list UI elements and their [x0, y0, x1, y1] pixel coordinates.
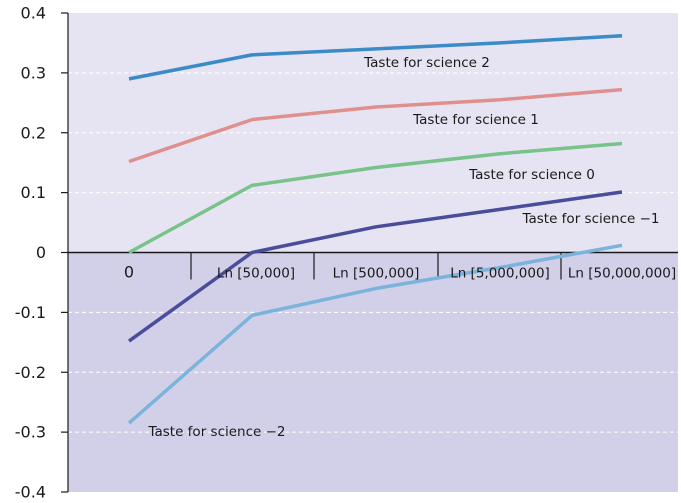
series-line	[128, 141, 623, 255]
labels: 0 Ln [50,000] Ln [500,000] Ln [5,000,000] Ln…	[124, 55, 676, 440]
series-lines	[127, 34, 623, 425]
series-label: Taste for science −1	[521, 211, 659, 227]
x-tick-label: Ln [50,000]	[217, 266, 295, 282]
y-tick-label: -0.1	[15, 303, 46, 322]
y-tick-label: -0.4	[15, 483, 46, 502]
y-tick-label: 0.3	[21, 63, 46, 82]
series-label: Taste for science 1	[412, 112, 539, 128]
y-tick-label: 0.1	[21, 183, 46, 202]
series-line	[127, 243, 623, 425]
series-line	[127, 190, 623, 343]
x-tick-label: Ln [500,000]	[333, 266, 420, 282]
y-tick-label: -0.2	[15, 363, 46, 382]
x-tick-label: Ln [50,000,000]	[568, 266, 676, 282]
series-label: Taste for science −2	[147, 424, 285, 440]
series-label: Taste for science 2	[363, 55, 490, 71]
gridlines	[68, 72, 678, 433]
series-line	[128, 87, 623, 164]
x-tick-label: Ln [5,000,000]	[450, 266, 550, 282]
y-tick-label: 0.2	[21, 123, 46, 142]
series-line	[128, 34, 623, 81]
x-tick-label: 0	[124, 263, 134, 282]
y-tick-label: 0	[36, 243, 46, 262]
y-tick-label: -0.3	[15, 423, 46, 442]
series-label: Taste for science 0	[468, 167, 595, 183]
y-tick-label: 0.4	[21, 4, 46, 23]
axes: 0.4 0.3 0.2 0.1 0 -0.1 -0.2 -0.3 -0.4	[15, 4, 678, 502]
